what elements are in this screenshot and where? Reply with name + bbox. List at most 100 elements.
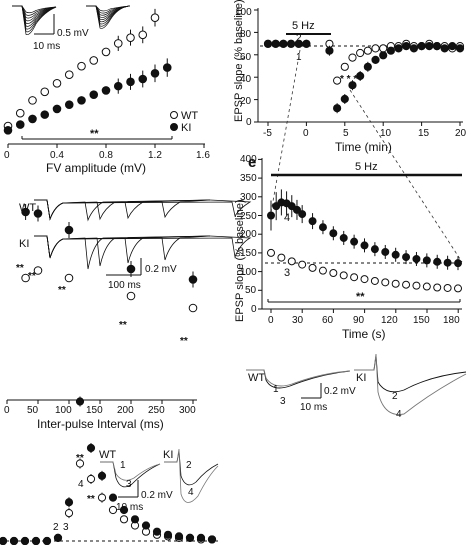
panel-a-sig-stars: ** — [90, 128, 99, 140]
panel-d-xtick-4: 15 — [418, 128, 430, 139]
panel-c-ki-point — [0, 536, 8, 545]
panel-c-trace-lines — [100, 448, 219, 503]
panel-b-star-200: ** — [119, 320, 127, 331]
panel-c-ki-point — [42, 536, 52, 545]
panel-a-data-points — [3, 8, 172, 135]
panel-b-xtick-3: 150 — [86, 405, 103, 416]
panel-e-wt-point — [277, 253, 286, 262]
panel-b-ki-trace — [34, 235, 252, 259]
panel-a-ki-point — [3, 126, 13, 135]
panel-e-ki-point — [267, 211, 275, 220]
panel-d-wt-point — [348, 53, 357, 62]
panel-c-ki-point — [20, 536, 30, 545]
panel-a-trace-ki — [86, 5, 131, 20]
panel-c-wt-point — [86, 474, 96, 484]
panel-e-ki-point — [454, 259, 462, 268]
panel-d-ki-point — [333, 104, 342, 113]
panel-e-xtick-1: 30 — [292, 315, 304, 326]
panel-a-trace-ki — [86, 5, 131, 29]
panel-d-wt-point — [363, 46, 372, 55]
panel-d-x-label: Time (min) — [335, 140, 392, 154]
panel-b: WT KI 0.2 mV 100 ms 0 50 100 150 200 250… — [4, 199, 252, 431]
panel-c-point-label-3: 3 — [63, 522, 69, 533]
panel-b-star-300: ** — [180, 336, 188, 347]
panel-e-wt-point — [298, 260, 307, 269]
panel-e-label-3: 3 — [284, 267, 290, 279]
panel-d-ki-point — [271, 39, 280, 48]
panel-a-ki-point — [89, 90, 99, 99]
panel-e-ki-point — [350, 237, 359, 246]
panel-d-ki-point — [425, 42, 434, 51]
panel-e-xtick-3: 90 — [353, 315, 365, 326]
panel-c-ki-point — [152, 527, 162, 536]
panel-c-ki-point — [174, 532, 184, 541]
panel-b-star-30: ** — [16, 263, 24, 274]
panel-e-ytick-2: 100 — [240, 267, 257, 278]
panel-e-xtick-4: 120 — [381, 315, 398, 326]
panel-c-wt-point — [119, 515, 129, 524]
panel-d-ki-point — [325, 46, 334, 55]
panel-b-traces — [34, 199, 252, 270]
panel-e-traces-ki-label: KI — [356, 372, 366, 384]
zoom-guide-left — [269, 49, 301, 219]
panel-c-ki-point — [108, 493, 118, 502]
panel-e-trace-num-2: 2 — [392, 391, 398, 402]
panel-b-xtick-1: 50 — [27, 405, 39, 416]
panel-a-ki-point — [52, 104, 62, 114]
panel-e-wt-point — [350, 273, 359, 282]
panel-e-wt-point — [422, 282, 431, 291]
panel-b-ki-point — [33, 209, 43, 218]
panel-c-data-points — [0, 396, 217, 545]
panel-c-wt-label: WT — [99, 449, 116, 461]
panel-b-data-points — [21, 204, 198, 313]
panel-d-stars: * * * * — [340, 74, 364, 85]
panel-a-ki-point — [15, 120, 25, 129]
panel-c-ki-point — [185, 533, 195, 543]
panel-a-wt-point — [40, 87, 50, 97]
panel-e-ki-point — [370, 245, 379, 254]
panel-d-ki-point — [448, 42, 457, 51]
panel-a-ki-point — [150, 69, 160, 78]
panel-b-xtick-2: 100 — [55, 405, 72, 416]
panel-e-x-ticks — [270, 309, 459, 313]
panel-e-ytick-0: 0 — [251, 304, 257, 315]
panel-a-wt-point — [150, 13, 160, 23]
panel-c-ki-label: KI — [163, 449, 173, 461]
panel-e-trace-ki-2 — [354, 355, 467, 393]
panel-a-x-ticks — [7, 144, 205, 148]
panel-a-wt-point — [126, 33, 135, 42]
panel-e-trace-amp-text: 0.2 mV — [324, 386, 356, 397]
panel-e-ytick-3: 150 — [240, 248, 257, 259]
panel-a-trace-wt — [12, 5, 57, 14]
panel-e-letter: e — [248, 154, 256, 171]
panel-b-star-100: ** — [58, 285, 66, 296]
panel-d-wt-point — [356, 48, 365, 58]
panel-d-ki-point — [302, 39, 311, 48]
panel-c-ki-point — [64, 498, 74, 507]
panel-d-ki-point — [356, 71, 365, 81]
panel-c-ki-point — [141, 521, 151, 530]
panel-e-xtick-6: 180 — [443, 315, 460, 326]
panel-e-wt-point — [402, 280, 411, 289]
panel-e-wt-point — [318, 266, 327, 275]
panel-a-trace-wt — [12, 5, 57, 16]
panel-e-wt-point — [381, 278, 390, 287]
panel-e-wt-point — [339, 271, 348, 280]
panel-a-ki-point — [77, 96, 86, 105]
legend-wt-symbol — [170, 111, 178, 119]
panel-a-wt-point — [101, 47, 111, 57]
panel-a-trace-wt — [12, 5, 57, 27]
panel-e-xtick-0: 0 — [268, 315, 274, 326]
panel-e-ki-point — [381, 247, 390, 256]
panel-b-wt-point — [188, 303, 198, 313]
panel-a-trace-wt — [12, 5, 57, 19]
panel-a-xtick-4: 1.6 — [196, 150, 210, 161]
panel-e-label-4: 4 — [284, 212, 290, 224]
panel-c-point-label-2: 2 — [53, 522, 59, 533]
legend-ki-symbol — [170, 123, 178, 131]
panel-a-trace-wt — [12, 5, 57, 24]
panel-d-ki-point — [440, 44, 449, 53]
panel-e-trace-wt-3 — [246, 369, 351, 387]
panel-c-ki-point — [163, 530, 173, 539]
